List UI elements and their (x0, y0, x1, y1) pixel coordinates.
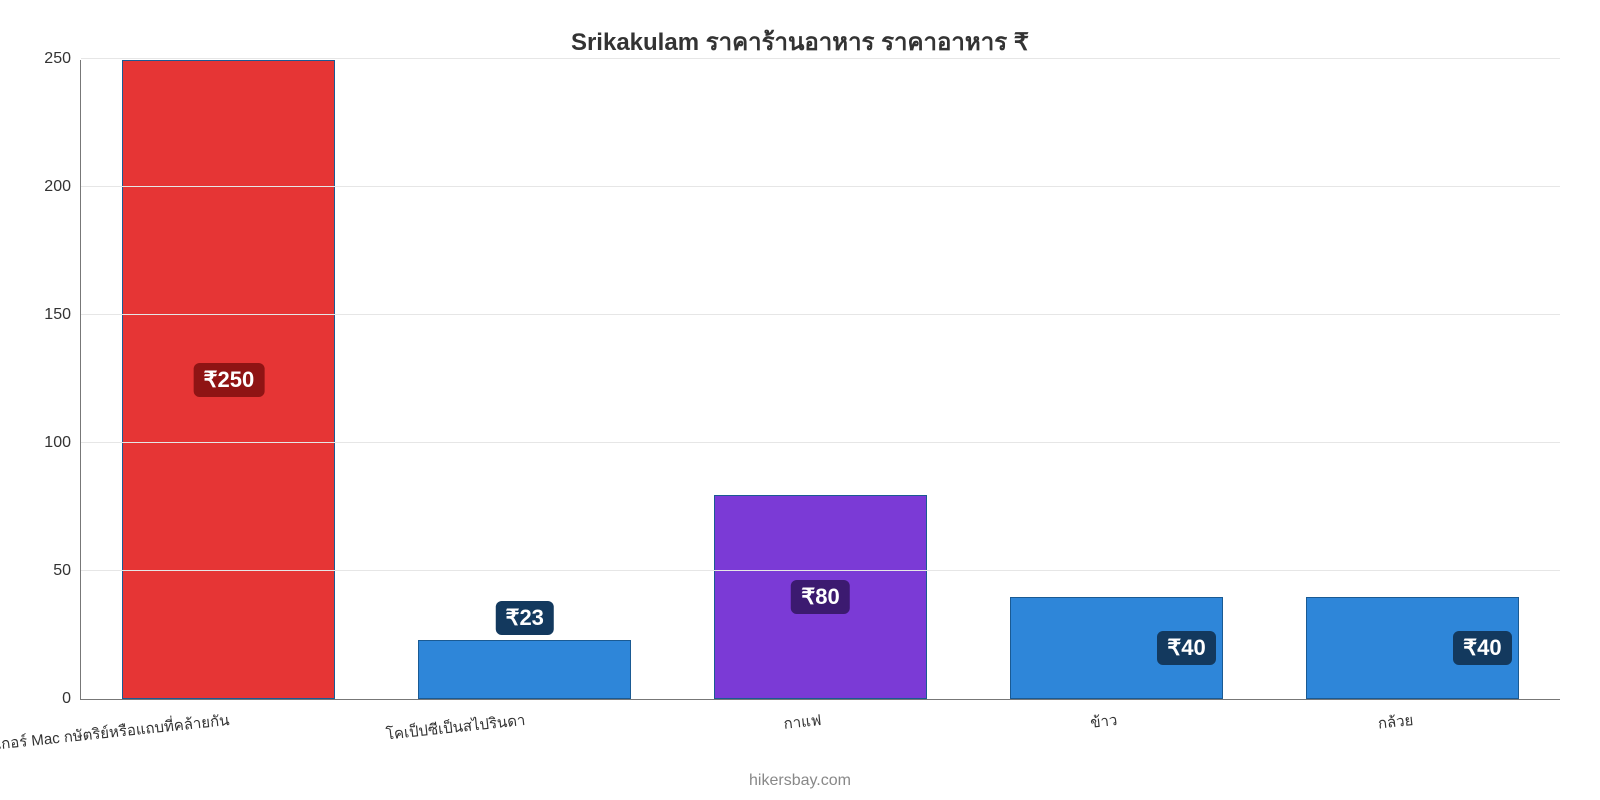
xlabel: โคเป็ปซีเป็นสไปรินดา (385, 708, 527, 747)
xlabel: เบอร์เกอร์ Mac กษัตริย์หรือแถบที่คล้ายกั… (0, 708, 231, 760)
value-badge: ₹250 (194, 363, 265, 397)
bars-container: ₹250 ₹23 ₹80 ₹40 ₹40 (81, 60, 1560, 699)
bar-slot: ₹23 (377, 60, 673, 699)
gridline (81, 314, 1560, 315)
xlabel: กาแฟ (782, 708, 822, 736)
value-badge: ₹40 (1157, 631, 1215, 665)
bar: ₹40 (1306, 597, 1519, 699)
xlabel: กล้วย (1377, 708, 1415, 736)
gridline (81, 58, 1560, 59)
gridline (81, 442, 1560, 443)
bar: ₹23 (418, 640, 631, 699)
gridline (81, 186, 1560, 187)
ytick-label: 50 (53, 562, 71, 580)
chart-title: Srikakulam ราคาร้านอาหาร ราคาอาหาร ₹ (0, 22, 1600, 61)
value-badge: ₹40 (1453, 631, 1511, 665)
value-badge: ₹23 (495, 601, 553, 635)
ytick-label: 0 (62, 690, 71, 708)
bar-slot: ₹40 (1264, 60, 1560, 699)
attribution: hikersbay.com (0, 772, 1600, 790)
value-badge: ₹80 (791, 580, 849, 614)
bar: ₹250 (122, 60, 335, 699)
ytick-label: 250 (44, 50, 71, 68)
bar-slot: ₹40 (968, 60, 1264, 699)
ytick-label: 150 (44, 306, 71, 324)
bar-slot: ₹250 (81, 60, 377, 699)
bar: ₹40 (1010, 597, 1223, 699)
xlabel: ข้าว (1089, 708, 1118, 735)
price-chart: Srikakulam ราคาร้านอาหาร ราคาอาหาร ₹ ₹25… (0, 0, 1600, 800)
bar: ₹80 (714, 495, 927, 699)
plot-area: ₹250₹23₹80₹40₹40 050100150200250 (80, 60, 1560, 700)
gridline (81, 570, 1560, 571)
ytick-label: 100 (44, 434, 71, 452)
ytick-label: 200 (44, 178, 71, 196)
bar-slot: ₹80 (673, 60, 969, 699)
